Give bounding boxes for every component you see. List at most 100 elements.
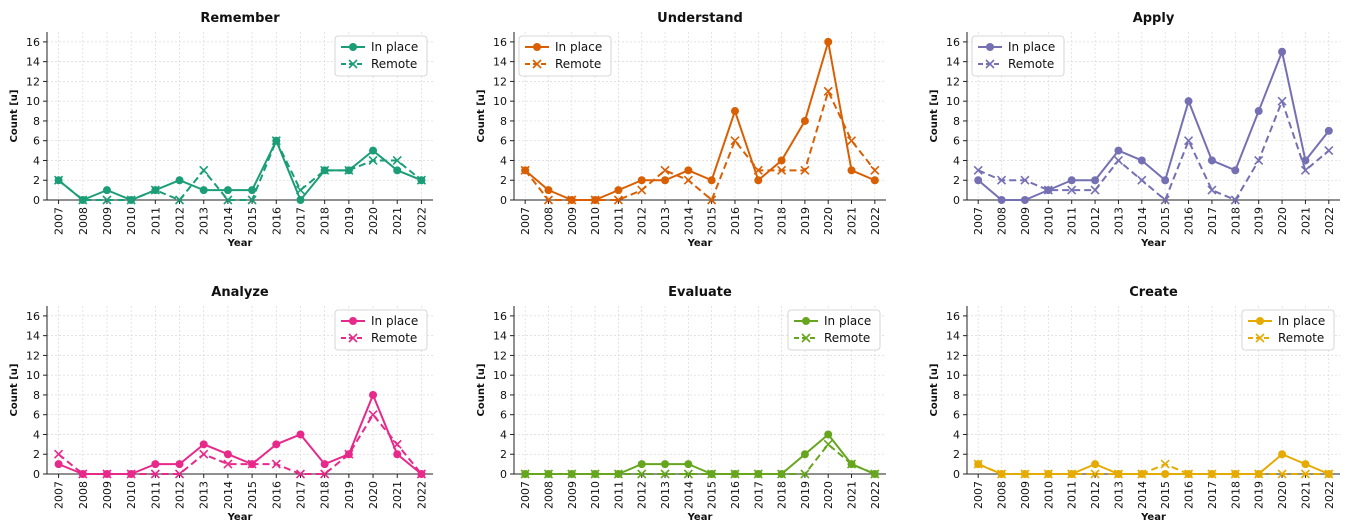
data-point [1184,97,1193,106]
x-tick-label: 2010 [125,481,138,509]
x-tick-label: 2007 [519,207,532,235]
x-tick-label: 2007 [53,481,66,509]
panel-5: 0 2 4 6 8 10 12 14 16 2007 2008 2009 2010 2011 2012 201… [929,285,1340,523]
data-point [223,450,232,459]
data-point [1020,196,1029,204]
data-point-x [543,195,554,205]
data-point [1278,47,1287,56]
data-point [369,390,378,399]
data-point [661,460,670,469]
data-point-x [295,469,306,479]
data-point [320,460,329,469]
y-axis-label: Count [u] [929,364,940,417]
data-point-x [295,185,306,195]
data-point [296,430,305,439]
data-point-x [870,469,880,479]
y-tick-label: 4 [953,154,960,167]
legend-marker [802,317,810,325]
data-point-x [392,155,402,166]
legend-marker [348,59,358,69]
x-tick-label: 2013 [198,207,211,235]
data-point-x [1020,469,1030,479]
data-point-x [1300,469,1311,479]
x-tick-label: 2011 [612,207,625,235]
x-tick-label: 2017 [752,207,765,235]
x-tick-label: 2015 [246,207,259,235]
series-line-1 [525,443,876,475]
data-point [1067,176,1076,185]
x-tick-label: 2021 [391,207,404,235]
x-tick-label: 2014 [682,481,695,509]
x-axis-label: Year [227,512,253,523]
y-tick-label: 10 [26,369,40,382]
x-tick-label: 2021 [1299,481,1312,509]
series-line-0 [57,139,422,201]
x-tick-label: 2010 [1042,481,1055,509]
data-point [661,176,670,185]
data-point-x [199,165,209,175]
y-tick-label: 10 [946,369,960,382]
x-tick-label: 2021 [846,207,859,235]
data-point-x [1207,185,1217,195]
x-tick-label: 2018 [1229,481,1242,509]
data-point-x [1020,175,1030,185]
x-tick-label: 2008 [996,207,1009,235]
y-tick-label: 2 [33,174,40,187]
y-tick-label: 10 [493,95,507,108]
data-point-x [223,459,233,469]
x-tick-label: 2012 [174,207,187,235]
y-tick-label: 0 [33,194,40,207]
x-tick-label: 2022 [1323,481,1336,509]
data-point [102,186,111,195]
series-line-1 [57,139,423,201]
data-point [870,176,879,185]
x-tick-label: 2017 [1206,481,1219,509]
y-tick-label: 6 [500,135,507,148]
x-tick-label: 2018 [776,481,789,509]
data-point [847,166,856,175]
data-point-x [590,469,600,479]
x-tick-label: 2019 [343,481,356,509]
x-tick-label: 2009 [566,481,579,509]
data-point-x [320,165,330,175]
data-point-x [199,449,209,459]
data-point [393,450,402,459]
x-tick-label: 2007 [972,481,985,509]
x-tick-label: 2020 [367,207,380,235]
x-tick-label: 2022 [869,481,882,509]
y-tick-label: 14 [493,56,507,69]
y-tick-label: 10 [946,95,960,108]
data-point [730,107,739,116]
panel-title: Understand [657,11,743,26]
y-tick-label: 8 [500,115,507,128]
y-axis-label: Count [u] [476,364,487,417]
y-tick-label: 14 [26,330,40,343]
legend-marker [986,43,994,51]
data-point [272,440,281,449]
x-tick-label: 2010 [589,481,602,509]
legend-label: Remote [1008,57,1054,71]
panel-1: 0 2 4 6 8 10 12 14 16 2007 2008 2009 2010 2011 2012 201… [476,11,886,249]
x-tick-label: 2015 [706,207,719,235]
x-tick-label: 2011 [1066,207,1079,235]
y-tick-label: 12 [26,349,40,362]
x-tick-label: 2020 [1276,481,1289,509]
panel-2: 0 2 4 6 8 10 12 14 16 2007 2008 2009 2010 2011 2012 201… [929,11,1340,249]
x-tick-label: 2020 [367,481,380,509]
x-tick-label: 2007 [519,481,532,509]
data-point-x [102,195,112,205]
data-point [1324,126,1333,135]
data-point-x [800,165,810,175]
panel-title: Remember [200,11,280,26]
data-point-x [1043,185,1053,195]
y-tick-label: 16 [26,310,40,323]
x-tick-label: 2020 [822,481,835,509]
y-tick-label: 10 [493,369,507,382]
x-tick-label: 2017 [752,481,765,509]
x-tick-label: 2016 [729,207,742,235]
x-tick-label: 2009 [1019,207,1032,235]
legend-label: Remote [1278,331,1324,345]
series-line-0 [977,453,1330,475]
x-tick-label: 2014 [222,207,235,235]
data-point [369,146,378,155]
